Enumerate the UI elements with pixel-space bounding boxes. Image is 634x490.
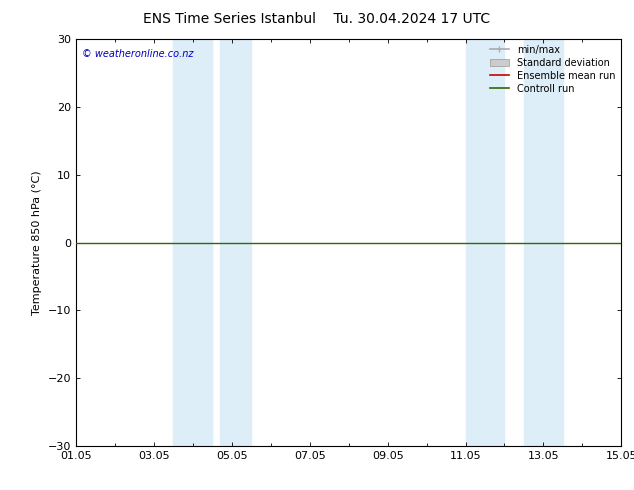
Legend: min/max, Standard deviation, Ensemble mean run, Controll run: min/max, Standard deviation, Ensemble me… <box>486 41 619 98</box>
Text: ENS Time Series Istanbul    Tu. 30.04.2024 17 UTC: ENS Time Series Istanbul Tu. 30.04.2024 … <box>143 12 491 26</box>
Y-axis label: Temperature 850 hPa (°C): Temperature 850 hPa (°C) <box>32 170 42 315</box>
Text: © weatheronline.co.nz: © weatheronline.co.nz <box>82 49 193 59</box>
Bar <box>220 39 251 446</box>
Bar <box>465 39 505 446</box>
Bar <box>174 39 212 446</box>
Bar <box>524 39 563 446</box>
